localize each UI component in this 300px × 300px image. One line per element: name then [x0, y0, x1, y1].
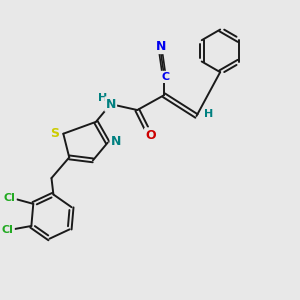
Text: S: S: [50, 127, 59, 140]
Text: Cl: Cl: [2, 225, 14, 236]
Text: N: N: [106, 98, 116, 111]
Text: H: H: [204, 110, 214, 119]
Text: C: C: [161, 72, 169, 82]
Text: N: N: [156, 40, 166, 53]
Text: Cl: Cl: [4, 193, 16, 203]
Text: N: N: [111, 135, 121, 148]
Text: H: H: [98, 93, 107, 103]
Text: O: O: [145, 129, 156, 142]
